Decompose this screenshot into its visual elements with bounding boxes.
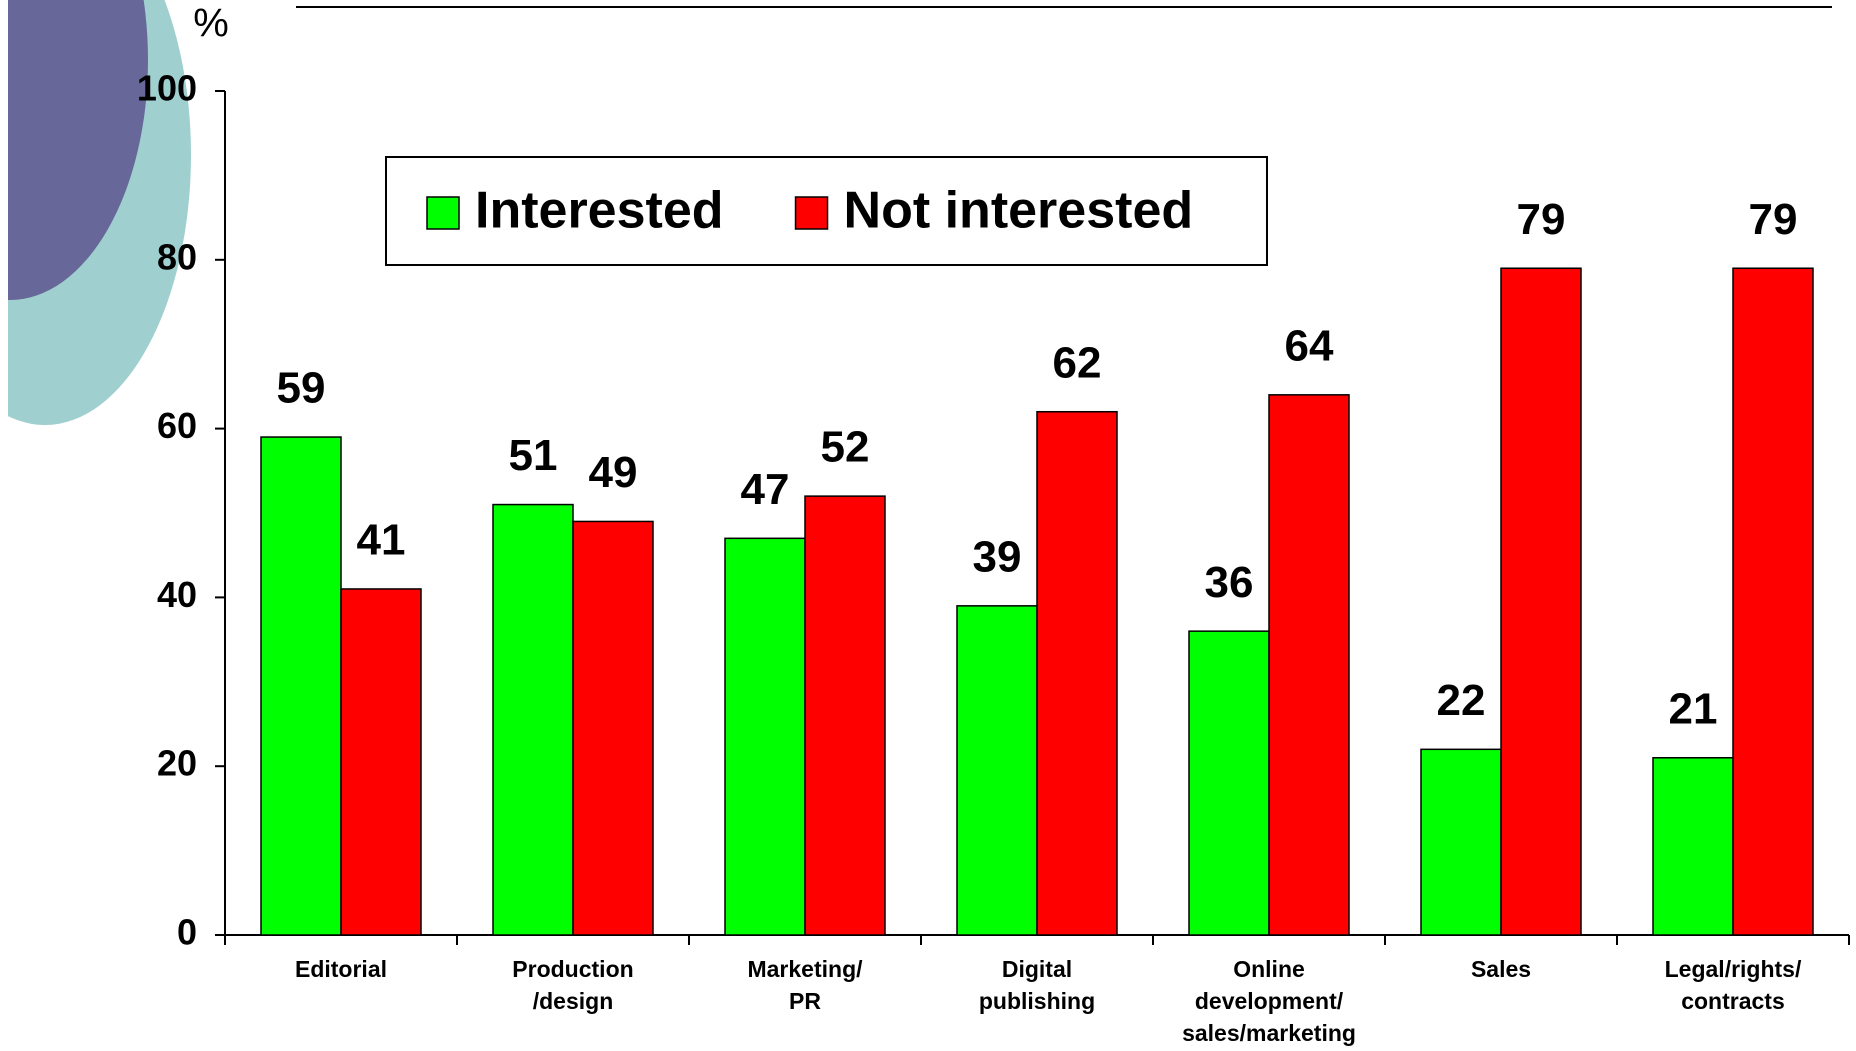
x-tick-label-line: Digital	[1002, 956, 1072, 982]
bar	[1420, 748, 1502, 936]
y-tick-label: 40	[157, 574, 197, 615]
legend-label: Not interested	[844, 182, 1194, 240]
bar	[492, 503, 574, 936]
bar	[340, 588, 422, 936]
value-label: 49	[589, 448, 638, 497]
bar	[804, 495, 886, 936]
x-tick-label-line: Editorial	[295, 956, 387, 982]
x-tick-label-line: Sales	[1471, 956, 1531, 982]
bar	[1732, 267, 1814, 936]
value-label: 41	[357, 516, 406, 565]
x-tick-label-line: PR	[789, 988, 821, 1014]
value-label: 52	[821, 423, 870, 472]
bar	[1036, 410, 1118, 936]
value-label: 36	[1205, 558, 1254, 607]
value-label: 22	[1437, 676, 1486, 725]
x-tick-label: Sales	[1471, 956, 1531, 982]
decor-mask	[0, 0, 8, 1051]
bar	[260, 436, 342, 936]
x-tick-label: Digital publishing	[979, 956, 1095, 1014]
x-tick-label-line: development/	[1195, 988, 1344, 1014]
legend-swatch	[794, 196, 829, 230]
y-tick-label: 100	[137, 68, 197, 109]
x-tick-label: Legal/rights/contracts	[1665, 956, 1802, 1014]
bar	[1500, 267, 1582, 936]
x-tick-label-line: /design	[533, 988, 614, 1014]
bar	[956, 605, 1038, 936]
x-tick-label-line: Production	[512, 956, 633, 982]
x-tick-label-line: publishing	[979, 988, 1095, 1014]
value-label: 47	[741, 465, 790, 514]
x-tick-label-line: Marketing/	[747, 956, 863, 982]
value-label: 51	[509, 431, 558, 480]
bar	[1188, 630, 1270, 936]
x-tick-label: Editorial	[295, 956, 387, 982]
value-label: 39	[973, 532, 1022, 581]
legend-swatch	[426, 196, 460, 230]
x-tick-label-line: Legal/rights/	[1665, 956, 1802, 982]
value-label: 62	[1053, 338, 1102, 387]
x-tick-label-line: Online	[1233, 956, 1305, 982]
x-tick-label: Marketing/PR	[747, 956, 863, 1014]
x-tick-label: Production/design	[512, 956, 633, 1014]
bar	[1268, 394, 1350, 936]
value-label: 59	[277, 364, 326, 413]
value-label: 21	[1669, 684, 1718, 733]
bar	[572, 520, 654, 936]
y-tick-label: 0	[177, 912, 197, 953]
y-tick-label: 20	[157, 743, 197, 784]
y-tick-label: 60	[157, 405, 197, 446]
legend-label: Interested	[475, 182, 724, 240]
decor-purple	[0, 0, 148, 300]
bar	[724, 537, 806, 936]
value-label: 64	[1285, 321, 1334, 370]
y-axis-label: %	[193, 2, 229, 46]
y-tick-label: 80	[157, 236, 197, 277]
value-label: 79	[1517, 195, 1566, 244]
x-tick-label: Online development/sales/marketing	[1182, 956, 1356, 1046]
x-tick-label-line: sales/marketing	[1182, 1020, 1356, 1046]
bar	[1652, 757, 1734, 936]
value-label: 79	[1749, 195, 1798, 244]
x-tick-label-line: contracts	[1681, 988, 1785, 1014]
